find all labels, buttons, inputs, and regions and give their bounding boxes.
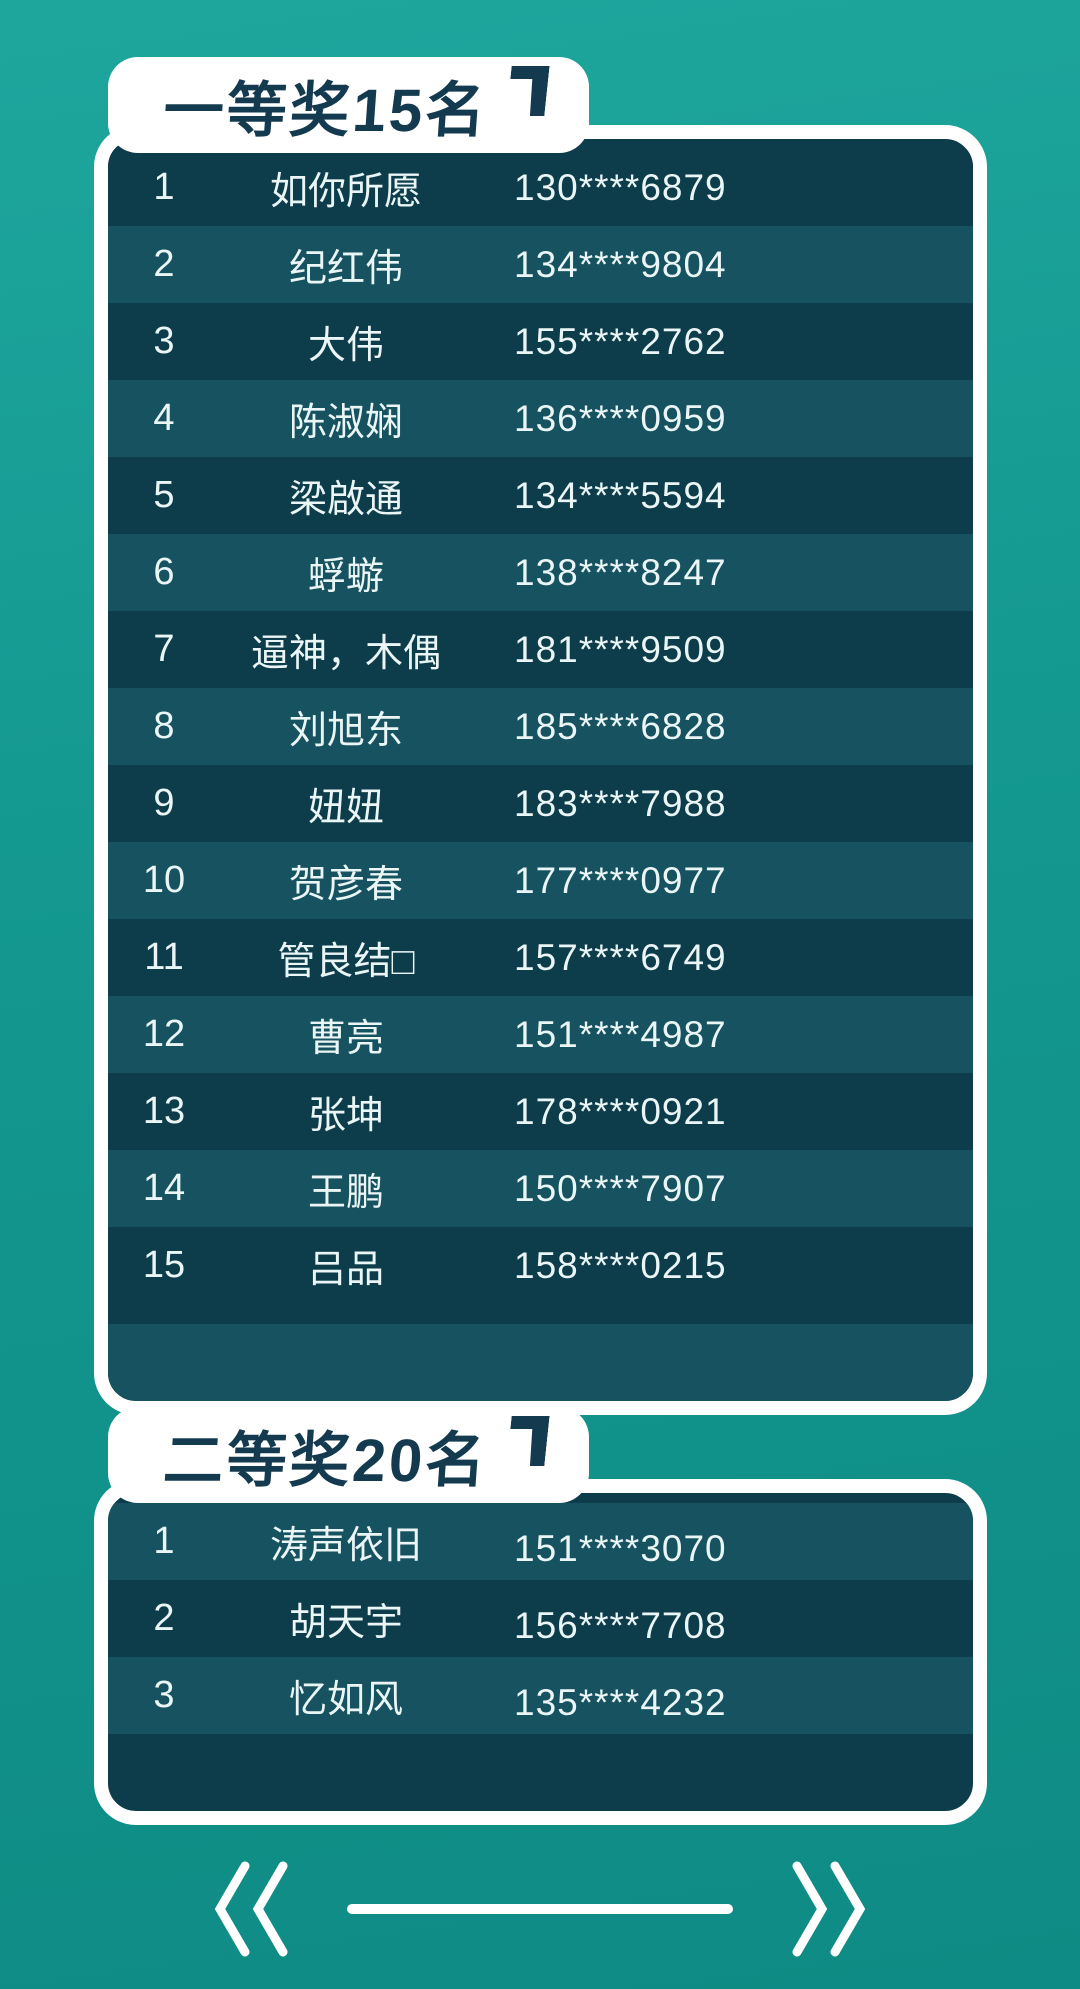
winner-rank: 8: [153, 705, 175, 747]
winner-rank: 12: [142, 1013, 186, 1055]
winner-phone: 130****6879: [514, 166, 727, 208]
winner-rank: 13: [142, 1090, 186, 1132]
winner-rank: 15: [142, 1244, 186, 1286]
winner-phone: 134****5594: [514, 474, 727, 516]
winner-row: 6 蜉蝣 138****8247: [108, 534, 973, 611]
winner-phone: 138****8247: [514, 551, 727, 593]
winner-name: 管良结□: [277, 941, 415, 983]
winner-rank: 9: [153, 782, 175, 824]
winner-row: 11 管良结□ 157****6749: [108, 919, 973, 996]
winner-name: 涛声依旧: [269, 1525, 422, 1567]
second-prize-title: 二等奖20名: [161, 1426, 491, 1494]
winner-row: 8 刘旭东 185****6828: [108, 688, 973, 765]
winner-name: 吕品: [307, 1249, 384, 1291]
winner-rank: 7: [153, 628, 175, 670]
winner-phone: 156****7708: [514, 1604, 727, 1646]
winner-row: 9 妞妞 183****7988: [108, 765, 973, 842]
winner-rank: 1: [153, 166, 175, 208]
winner-phone: 136****0959: [514, 397, 727, 439]
winner-rank: 14: [142, 1167, 186, 1209]
winner-phone: 178****0921: [514, 1090, 727, 1132]
double-chevron-left-icon[interactable]: [213, 1861, 291, 1957]
winner-row: 13 张坤 178****0921: [108, 1073, 973, 1150]
winner-name: 逼神，木偶: [250, 633, 441, 675]
winner-row: 10 贺彦春 177****0977: [108, 842, 973, 919]
winner-row: 3 忆如风 135****4232: [108, 1657, 973, 1734]
first-prize-panel: 1 如你所愿 130****6879 2 纪红伟 134****9804 3 大…: [94, 125, 987, 1415]
winner-phone: 185****6828: [514, 705, 727, 747]
winner-row: 2 纪红伟 134****9804: [108, 226, 973, 303]
winner-phone: 158****0215: [514, 1244, 727, 1286]
carousel-nav: [0, 1861, 1080, 1957]
winner-name: 忆如风: [288, 1679, 403, 1721]
double-chevron-right-icon[interactable]: [789, 1861, 867, 1957]
winner-name: 纪红伟: [288, 248, 403, 290]
winner-rank: 11: [144, 936, 184, 978]
carousel-divider-line: [347, 1904, 733, 1914]
winner-name: 蜉蝣: [307, 556, 384, 598]
winner-rank: 3: [153, 320, 175, 362]
winner-phone: 155****2762: [514, 320, 727, 362]
winner-name: 胡天宇: [288, 1602, 403, 1644]
winner-row: 1 如你所愿 130****6879: [108, 149, 973, 226]
winner-name: 妞妞: [307, 787, 384, 829]
winner-rank: 2: [153, 1597, 175, 1639]
winner-rank: 5: [153, 474, 175, 516]
winner-name: 如你所愿: [269, 171, 422, 213]
winner-name: 张坤: [307, 1095, 384, 1137]
winner-row: 3 大伟 155****2762: [108, 303, 973, 380]
winner-rank: 2: [153, 243, 175, 285]
corner-flag-icon: [506, 1416, 549, 1466]
winner-rank: 6: [153, 551, 175, 593]
winner-rank: 4: [153, 397, 175, 439]
winner-row: 1 涛声依旧 151****3070: [108, 1503, 973, 1580]
first-prize-header: 一等奖15名: [108, 57, 589, 153]
winner-name: 陈淑娴: [288, 402, 403, 444]
winner-row: 15 吕品 158****0215: [108, 1227, 973, 1304]
winner-name: 贺彦春: [288, 864, 403, 906]
winner-phone: 157****6749: [514, 936, 727, 978]
winner-phone: 151****4987: [514, 1013, 727, 1055]
winner-phone: 134****9804: [514, 243, 727, 285]
winner-name: 王鹏: [307, 1172, 384, 1214]
winner-phone: 177****0977: [514, 859, 727, 901]
winner-rank: 1: [153, 1520, 175, 1562]
winner-row: 14 王鹏 150****7907: [108, 1150, 973, 1227]
corner-flag-icon: [506, 66, 549, 116]
winner-row: 12 曹亮 151****4987: [108, 996, 973, 1073]
winner-name: 大伟: [307, 325, 384, 367]
winner-row: 2 胡天宇 156****7708: [108, 1580, 973, 1657]
winner-phone: 135****4232: [514, 1681, 727, 1723]
winner-name: 曹亮: [307, 1018, 384, 1060]
winner-phone: 151****3070: [514, 1527, 727, 1569]
second-prize-winner-list: 1 涛声依旧 151****3070 2 胡天宇 156****7708 3 忆…: [108, 1493, 973, 1811]
stripe-filler: [108, 1324, 973, 1401]
winner-name: 刘旭东: [288, 710, 403, 752]
winner-row: 7 逼神，木偶 181****9509: [108, 611, 973, 688]
winner-rank: 3: [153, 1674, 175, 1716]
second-prize-panel: 1 涛声依旧 151****3070 2 胡天宇 156****7708 3 忆…: [94, 1479, 987, 1825]
winner-rank: 10: [142, 859, 186, 901]
winner-phone: 181****9509: [514, 628, 727, 670]
winner-row: 5 梁啟通 134****5594: [108, 457, 973, 534]
second-prize-header: 二等奖20名: [108, 1407, 589, 1503]
winner-name: 梁啟通: [288, 479, 403, 521]
winner-row: 4 陈淑娴 136****0959: [108, 380, 973, 457]
first-prize-title: 一等奖15名: [161, 76, 491, 144]
first-prize-winner-list: 1 如你所愿 130****6879 2 纪红伟 134****9804 3 大…: [108, 139, 973, 1324]
winner-phone: 150****7907: [514, 1167, 727, 1209]
winner-phone: 183****7988: [514, 782, 727, 824]
